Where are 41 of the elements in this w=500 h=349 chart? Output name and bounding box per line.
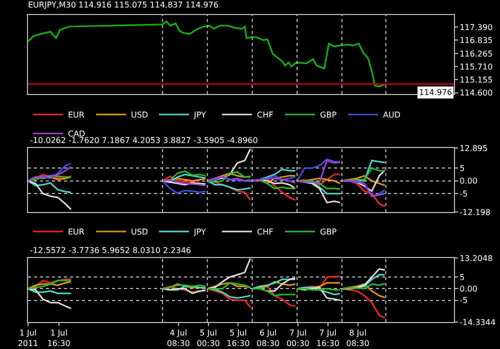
x-tick-label: 7 Jul 00:30 (286, 328, 310, 348)
x-tick-label: 1 Jul 16:30 (47, 328, 70, 348)
legend-label: GBP (320, 228, 337, 237)
y-tick-label: 115.710 (460, 62, 493, 72)
y-tick-label: -5 (460, 296, 468, 306)
legend-label: JPY (193, 228, 206, 237)
y-tick-label: 13.2048 (460, 254, 493, 263)
x-tick-label: 7 Jul 16:30 (316, 328, 340, 348)
y-tick-label: -5 (460, 189, 468, 198)
x-tick-label: 5 Jul 16:30 (226, 328, 250, 348)
y-tick-label: 5 (460, 272, 465, 282)
legend-label: USD (131, 228, 148, 237)
y-tick-label: 117.390 (460, 22, 493, 32)
legend-label: CHF (257, 110, 274, 120)
x-tick-label: 6 Jul 08:30 (256, 328, 280, 348)
legend-label: EUR (68, 228, 85, 237)
y-tick-label: 12.895 (460, 144, 488, 153)
legend-label: GBP (320, 110, 337, 120)
x-tick-label: 1 Jul 2011 (18, 328, 38, 348)
line-series (28, 20, 387, 88)
y-tick-label: 114.600 (460, 88, 493, 98)
y-tick-label: 0.00 (460, 284, 478, 294)
legend-label: USD (131, 110, 148, 120)
text: -12.5572 -3.7736 5.9652 8.0310 2.2346 (30, 246, 191, 255)
x-tick-label: 4 Jul 08:30 (166, 328, 190, 348)
y-tick-label: 116.835 (460, 36, 493, 45)
legend-label: EUR (68, 110, 85, 120)
y-tick-label: 116.265 (460, 49, 493, 58)
chart-title: EURJPY,M30 114.916 115.075 114.837 114.976 (28, 0, 218, 10)
x-tick-label: 8 Jul 08:30 (346, 328, 370, 348)
y-tick-label: -14.3344 (460, 318, 496, 327)
ref-line-label: 114.976 (419, 88, 452, 97)
y-tick-label: 0.00 (460, 176, 478, 186)
text: -10.0262 -1.7620 7.1867 4.2053 3.8827 -3.5905 -4.8960 (30, 136, 258, 145)
legend-label: JPY (193, 110, 206, 120)
legend-label: AUD (383, 110, 400, 120)
legend-label: CHF (257, 228, 274, 237)
y-tick-label: -12.198 (460, 208, 490, 217)
y-tick-label: 115.155 (460, 76, 493, 85)
y-tick-label: 5 (460, 164, 465, 173)
x-tick-label: 5 Jul 00:30 (196, 328, 220, 348)
